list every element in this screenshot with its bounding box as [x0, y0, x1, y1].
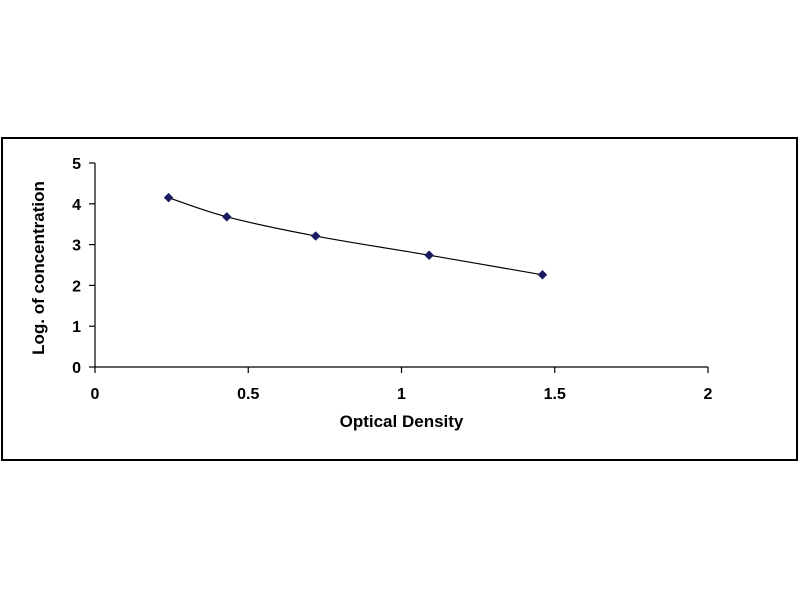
- data-point-marker: [310, 231, 321, 241]
- axes: [94, 163, 708, 368]
- data-point-marker: [424, 250, 434, 261]
- y-tick-label: 1: [72, 319, 81, 336]
- x-tick-label: 0.5: [237, 386, 259, 403]
- series: [163, 192, 548, 280]
- data-point-marker: [221, 212, 232, 222]
- x-tick-label: 1: [397, 386, 406, 403]
- x-axis-title: Optical Density: [340, 412, 464, 431]
- fit-curve: [168, 197, 543, 276]
- y-tick-label: 5: [72, 156, 81, 173]
- x-tick-label: 1.5: [544, 386, 566, 403]
- data-point-marker: [537, 269, 548, 280]
- y-tick-label: 3: [72, 238, 81, 255]
- x-tick-label: 2: [704, 386, 713, 403]
- x-tick-label: 0: [91, 386, 100, 403]
- y-tick-label: 2: [72, 278, 81, 295]
- ticks: 0 0.5 1 1.5 2 0 1 2 3 4 5: [72, 156, 712, 403]
- y-tick-label: 0: [72, 360, 81, 377]
- chart-frame: [1, 137, 798, 461]
- data-point-marker: [163, 192, 174, 203]
- y-tick-label: 4: [72, 197, 81, 214]
- y-axis-title: Log. of concentration: [29, 181, 48, 355]
